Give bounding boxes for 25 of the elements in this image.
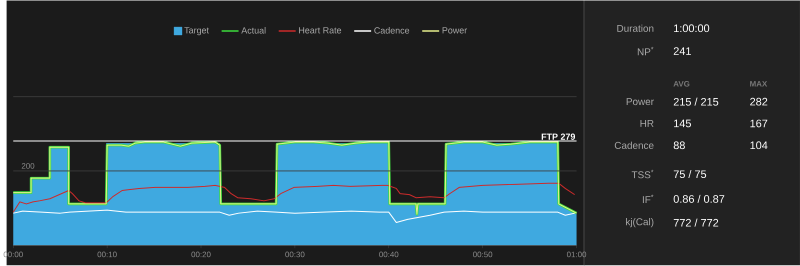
text: 772 / 772 — [674, 218, 718, 227]
text: IF$^{*}$ — [642, 194, 654, 204]
text: 215 / 215 — [674, 98, 718, 106]
text: 75 / 75 — [674, 170, 706, 178]
text: 88 — [674, 142, 685, 150]
text: NP$^{*}$ — [638, 46, 654, 56]
text: kj(Cal) — [626, 218, 654, 228]
legend-label: Cadence — [374, 27, 410, 34]
text: 104 — [750, 142, 768, 150]
text: 167 — [750, 120, 768, 128]
text: 145 — [674, 120, 691, 128]
text: TSS$^{*}$ — [632, 170, 654, 178]
text: Power — [626, 98, 654, 106]
text: 241 — [674, 47, 691, 55]
text: 0.86 / 0.87 — [674, 194, 724, 203]
text: 1:00:00 — [674, 24, 710, 32]
legend-label: Power — [442, 27, 468, 34]
legend-label: Target — [184, 27, 209, 36]
text: HR — [640, 120, 654, 127]
text: Cadence — [614, 142, 654, 150]
legend-label: Heart Rate — [299, 27, 342, 34]
text: Duration — [617, 24, 654, 32]
ref-line-label: FTP 279 — [542, 134, 576, 140]
text: 282 — [750, 98, 768, 106]
legend-label: Actual — [241, 27, 266, 34]
